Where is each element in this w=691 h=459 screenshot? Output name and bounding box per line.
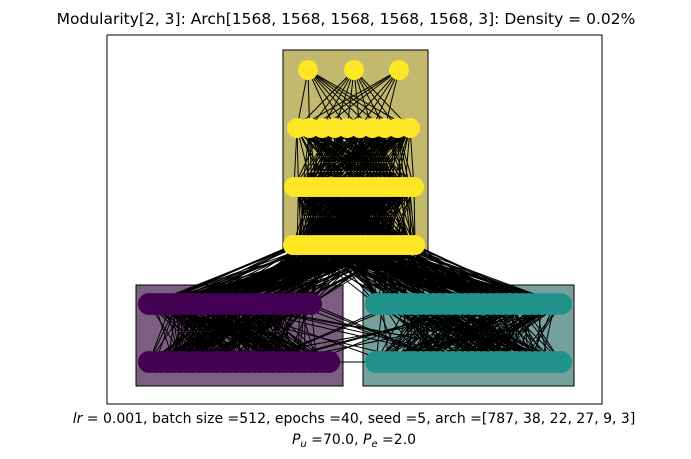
edge-11 [321,69,355,129]
edge-8 [307,69,411,129]
node-left-layer1-100 [300,293,322,315]
edge-12 [334,69,355,129]
node-output-1 [344,60,364,80]
edge-62 [321,127,335,188]
edge-4 [307,69,361,129]
node-right-layer2-190 [550,351,572,373]
edge-15 [353,69,373,129]
node-top-layer1-12 [400,118,420,138]
edge-22 [346,69,400,129]
caption-pe-sub: e [371,439,377,450]
edge-185 [395,127,411,188]
edge-18 [353,69,411,129]
caption-pe-value: =2.0 [378,432,416,448]
node-top-layer3-70 [405,235,425,255]
caption-pu-sub: u [300,439,306,450]
edge-19 [296,69,400,129]
edge-3 [307,69,348,129]
edge-23 [359,69,400,129]
edge-17 [353,69,398,129]
edge-10 [309,69,355,129]
node-left-layer2-130 [318,351,340,373]
edge-88 [306,127,348,188]
edge-16 [353,69,386,129]
caption-pu-base: P [292,432,301,448]
node-top-layer2-40 [404,177,424,197]
figure-title: Modularity[2, 3]: Arch[1568, 1568, 1568,… [57,10,636,28]
edge-24 [371,69,400,129]
caption-hyperparams: = 0.001, batch size =512, epochs =40, se… [82,411,635,427]
caption-lr-symbol: lr [73,411,84,427]
caption-pu-value: =70.0, [307,432,363,448]
node-right-layer1-160 [550,293,572,315]
edge-2 [307,69,336,129]
edge-180 [369,127,411,188]
caption-line-1: lr = 0.001, batch size =512, epochs =40,… [73,411,636,427]
caption-line-2: Pu =70.0, Pe =2.0 [292,432,416,450]
nodes-layer [138,60,572,373]
node-output-0 [298,60,318,80]
node-output-2 [389,60,409,80]
edge-9 [296,69,355,129]
edge-71 [293,127,336,188]
caption-pe-base: P [363,432,372,448]
